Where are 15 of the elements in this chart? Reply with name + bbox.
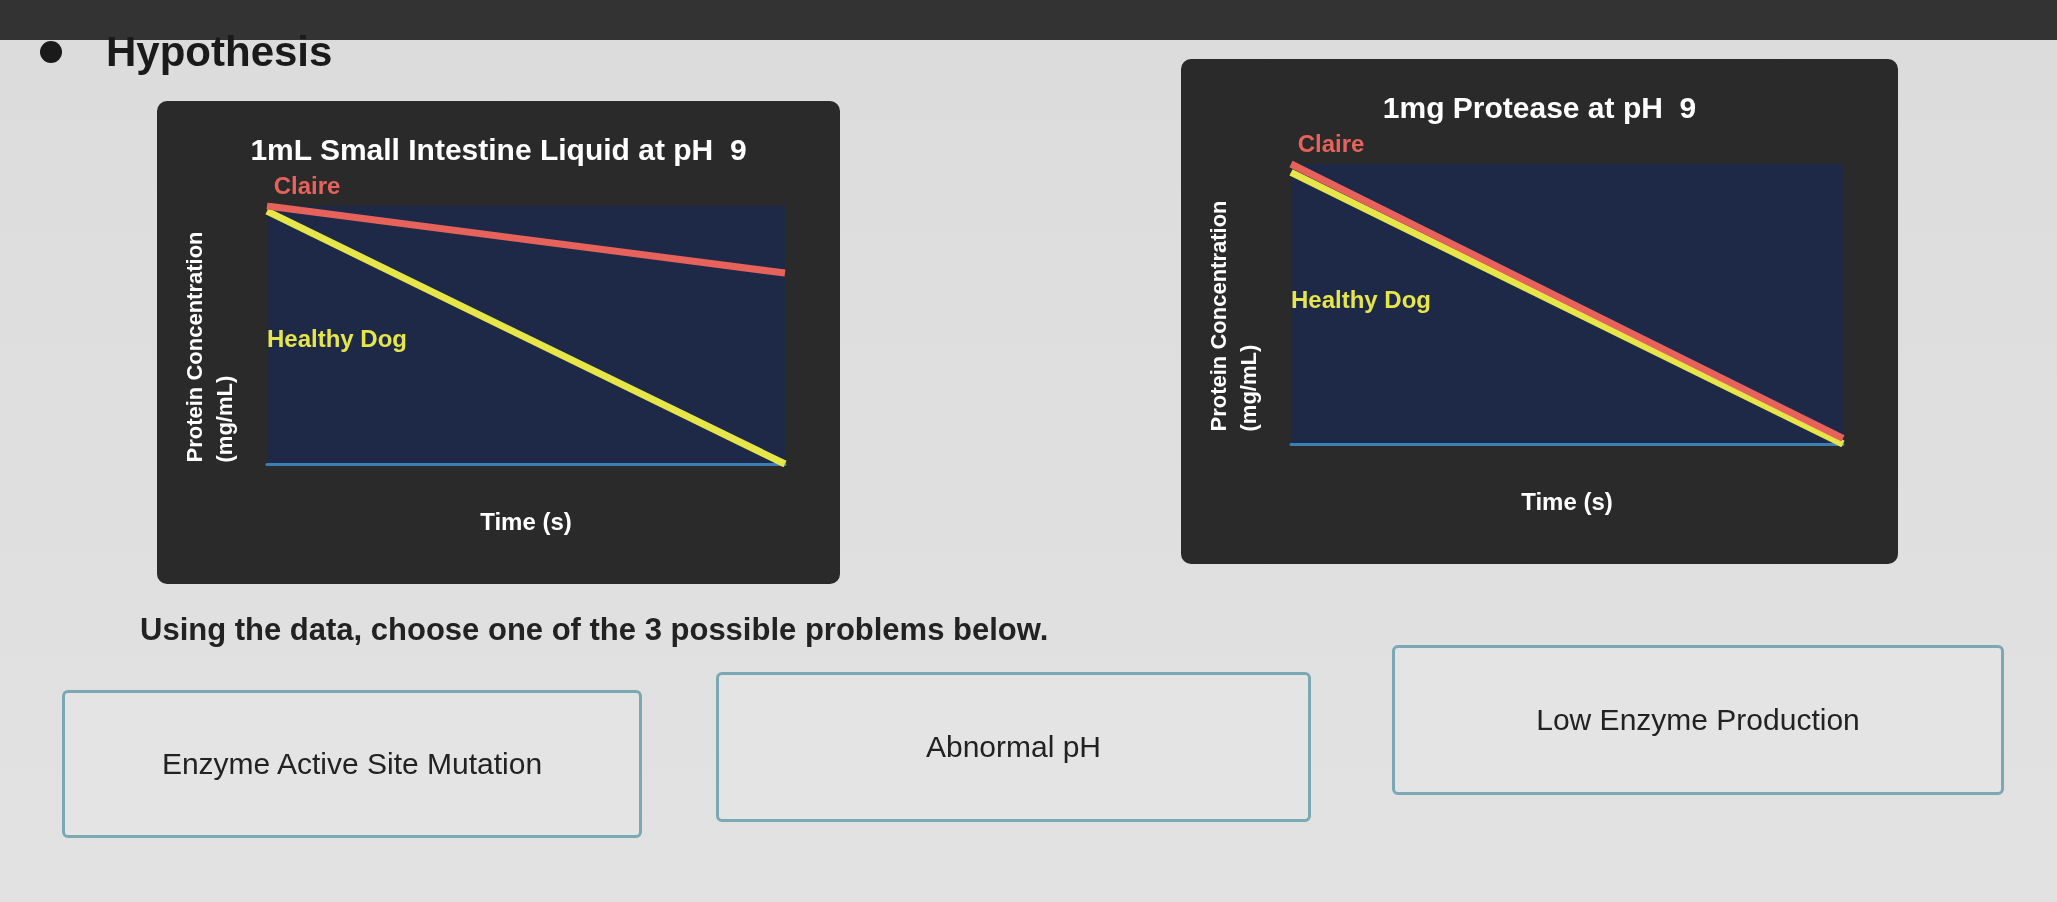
text: Using the data, choose one of the 3 possible problems below. (140, 612, 1049, 648)
series-label: Claire (273, 171, 341, 199)
series-label: Healthy Dog (1290, 285, 1432, 313)
x-axis-title: Time (s) (480, 507, 572, 535)
text: Low Enzyme Production (1392, 645, 2004, 795)
text: Abnormal pH (716, 672, 1311, 822)
series-label: Healthy Dog (266, 324, 408, 352)
y-axis-title: Protein Concentration (mg/mL) (1205, 194, 1261, 432)
text: Enzyme Active Site Mutation (62, 690, 642, 838)
y-axis-title: Protein Concentration (mg/mL) (181, 225, 237, 463)
x-axis-title: Time (s) (1521, 487, 1613, 515)
chart-title: 1mg Protease at pH 9 (1382, 90, 1697, 124)
series-label: Claire (1297, 129, 1365, 157)
text: Hypothesis (106, 28, 333, 75)
chart-title: 1mL Small Intestine Liquid at pH 9 (250, 132, 747, 166)
